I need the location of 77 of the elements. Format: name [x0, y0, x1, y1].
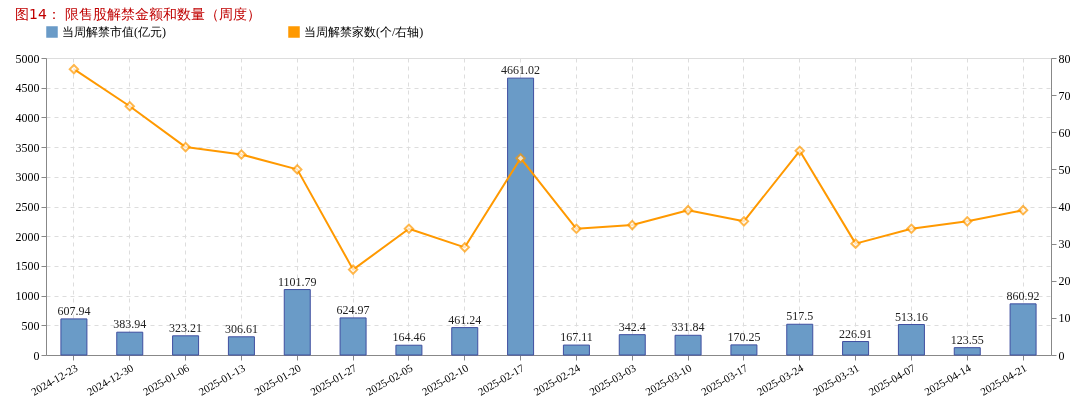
data-label: 607.94	[57, 303, 91, 318]
y-tick-label: 3000	[15, 170, 40, 185]
bar	[507, 77, 535, 356]
data-label: 860.92	[1006, 288, 1040, 303]
point	[515, 153, 526, 164]
data-label: 226.91	[839, 326, 873, 341]
data-label: 461.24	[448, 312, 482, 327]
legend-label: 当周解禁市值(亿元)	[62, 25, 166, 39]
y2-tick-label: 10	[1058, 311, 1071, 326]
bar	[786, 323, 814, 356]
bar	[283, 289, 311, 356]
data-label: 624.97	[336, 302, 370, 317]
y2-tick-label: 80	[1058, 51, 1071, 66]
y-tick-label: 3500	[15, 140, 40, 155]
data-label: 517.5	[786, 309, 814, 324]
y-tick-label: 1500	[15, 259, 40, 274]
y2-tick-label: 60	[1058, 125, 1071, 140]
legend-label: 当周解禁家数(个/右轴)	[304, 25, 424, 39]
y2-tick-label: 50	[1058, 162, 1071, 177]
bar	[60, 318, 88, 356]
point	[962, 216, 973, 227]
data-label: 513.16	[894, 309, 928, 324]
y2-tick-label: 40	[1058, 200, 1071, 214]
y-tick-label: 4500	[15, 81, 40, 96]
point	[850, 238, 861, 249]
point	[124, 101, 135, 112]
data-label: 123.55	[950, 332, 984, 347]
point	[236, 149, 247, 160]
bar	[618, 334, 646, 356]
y-tick-label: 1000	[15, 289, 40, 304]
bar	[339, 317, 367, 356]
point	[738, 216, 750, 227]
y-tick-label: 0	[33, 348, 40, 363]
data-label: 167.11	[560, 330, 593, 345]
y2-tick-label: 30	[1058, 237, 1071, 252]
y-tick-label: 2500	[15, 200, 40, 214]
bar	[562, 344, 590, 356]
point	[292, 164, 303, 175]
chart-title: 图14： 限售股解禁金额和数量（周度）	[15, 6, 262, 22]
bar	[674, 334, 702, 356]
bar	[172, 335, 200, 356]
data-label: 383.94	[113, 317, 147, 332]
point	[627, 219, 638, 231]
y2-tick-label: 0	[1058, 348, 1065, 363]
bar	[227, 336, 255, 356]
bar	[116, 331, 144, 356]
point	[459, 242, 470, 253]
data-label: 164.46	[392, 330, 426, 345]
bar	[953, 347, 981, 356]
bar	[1009, 303, 1037, 356]
point	[68, 63, 80, 75]
y-tick-label: 4000	[15, 110, 40, 125]
bar	[730, 344, 758, 356]
point	[906, 223, 917, 234]
point	[1017, 205, 1029, 216]
point	[571, 223, 582, 234]
y2-tick-label: 20	[1058, 274, 1071, 289]
bar	[451, 327, 479, 356]
data-label: 331.84	[671, 320, 705, 335]
y-tick-label: 500	[21, 318, 40, 333]
data-label: 4661.02	[501, 63, 541, 78]
y-tick-label: 5000	[15, 51, 40, 66]
point	[180, 141, 191, 153]
bar	[395, 344, 423, 356]
data-label: 323.21	[169, 320, 203, 335]
y2-tick-label: 70	[1058, 88, 1071, 103]
data-label: 306.61	[224, 321, 258, 336]
bar	[842, 341, 870, 356]
point	[682, 205, 694, 216]
bar	[897, 324, 925, 356]
y-tick-label: 2000	[15, 229, 40, 244]
point	[347, 264, 359, 275]
data-label: 342.4	[618, 319, 646, 334]
data-label: 170.25	[727, 329, 761, 344]
point	[403, 223, 415, 234]
point	[794, 145, 805, 156]
data-label: 1101.79	[277, 274, 317, 289]
